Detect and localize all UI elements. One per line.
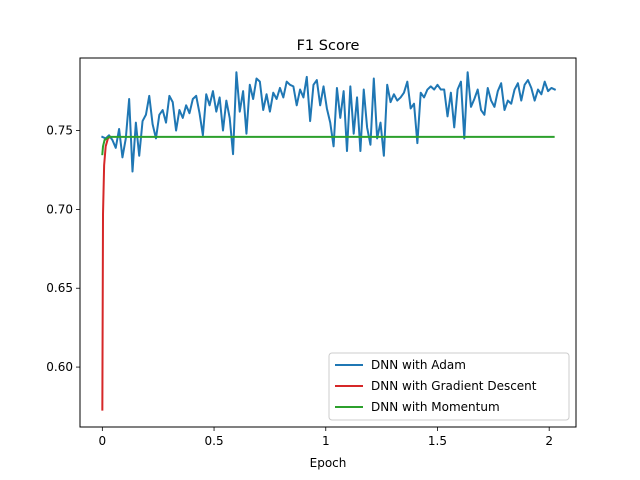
x-axis: 0 0.5 1 1.5 2: [99, 427, 553, 448]
y-tick-label: 0.75: [46, 124, 73, 138]
x-axis-label: Epoch: [310, 456, 347, 470]
y-tick-label: 0.60: [46, 360, 73, 374]
legend-label: DNN with Adam: [371, 358, 466, 372]
plot-frame: [79, 57, 577, 428]
legend-label: DNN with Gradient Descent: [371, 379, 537, 393]
x-tick-label: 1: [322, 434, 330, 448]
x-tick-label: 0.5: [205, 434, 224, 448]
legend: DNN with Adam DNN with Gradient Descent DN…: [328, 352, 570, 421]
x-tick-label: 2: [545, 434, 553, 448]
x-tick-label: 1.5: [428, 434, 447, 448]
plot-area: [79, 57, 577, 428]
legend-label: DNN with Momentum: [371, 400, 500, 414]
y-tick-label: 0.65: [46, 281, 73, 295]
series-line-1: [101, 71, 557, 173]
series-layer: [101, 71, 557, 411]
series-line-3: [101, 135, 555, 156]
y-tick-label: 0.70: [46, 202, 73, 216]
legend-box: [328, 352, 570, 421]
y-axis: 0.60 0.65 0.70 0.75: [46, 124, 80, 374]
x-tick-label: 0: [99, 434, 107, 448]
chart-title: F1 Score: [297, 38, 360, 54]
